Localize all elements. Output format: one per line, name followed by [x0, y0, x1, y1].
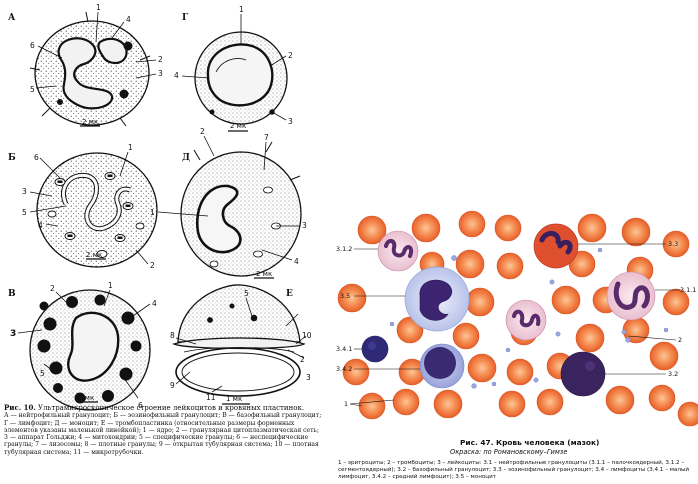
- leader-lines-left: [17, 11, 307, 399]
- left-figure-caption: Рис. 10. Ультрамикроскопическое строение…: [4, 404, 322, 456]
- neutrophil-band: [606, 271, 656, 321]
- caption-left-title-bold: Рис. 10.: [4, 403, 36, 412]
- caption-right-title: Рис. 47. Кровь человека (мазок): [460, 438, 600, 447]
- caption-left-title: Ультрамикроскопическое строение лейкоцит…: [35, 404, 305, 412]
- lymphocyte-small: [361, 335, 389, 363]
- label-3-4-2: 3.4.2: [336, 365, 352, 373]
- panel-label-v: В: [8, 289, 16, 299]
- label-b-5: 5: [22, 208, 27, 217]
- cell-e-platelet: [172, 284, 306, 397]
- caption-left-body: А — нейтрофильный гранулоцит; Б — эозино…: [4, 412, 322, 456]
- basophil: [560, 351, 606, 397]
- label-g-3: 3: [288, 117, 293, 126]
- panel-label-a: А: [8, 13, 16, 23]
- label-3-3: 3.3: [668, 240, 678, 248]
- right-figure-labels: 3.1.2 3.3 3.5 3.1.1 2 3.4.1 3.4.2 3.2 1: [336, 240, 696, 408]
- label-e-11: 11: [206, 393, 216, 402]
- label-v-5: 5: [40, 369, 45, 378]
- label-g-2: 2: [288, 51, 293, 60]
- scale-label-g: 2 мк: [230, 122, 246, 130]
- eosinophil: [533, 223, 579, 269]
- scale-label-v: 2 мк: [78, 394, 94, 402]
- left-figure-labels: А Б В Г Д Е 2 мк 2 мк 2 мк 2 мк 2 мк 1 м…: [8, 3, 312, 410]
- label-a-1: 1: [96, 3, 101, 12]
- panel-label-g: Г: [182, 13, 189, 23]
- cell-b-eosinophil: [36, 152, 158, 268]
- panel-label-e: Е: [286, 289, 293, 299]
- cell-d-monocyte: [180, 141, 302, 277]
- lymphocyte-medium: [419, 343, 465, 389]
- caption-right-body: 1 – эритроциты; 2 – тромбоциты; 3 – лейк…: [338, 460, 690, 481]
- left-figure-drawings: [17, 11, 307, 411]
- label-e-10: 10: [302, 331, 312, 340]
- label-3-4-1: 3.4.1: [336, 345, 352, 353]
- scale-label-a: 2 мк: [82, 118, 98, 126]
- neutrophil-center: [505, 299, 547, 341]
- label-d-4: 4: [294, 257, 299, 266]
- scale-label-b: 2 мк: [86, 251, 102, 259]
- caption-right-subtitle: Окраска: по Романовскому–Гимзе: [450, 448, 568, 456]
- label-e-2: 2: [300, 355, 305, 364]
- blood-smear: 3.1.2 3.3 3.5 3.1.1 2 3.4.1 3.4.2 3.2 1: [336, 210, 698, 427]
- thrombocytes: [389, 247, 669, 389]
- label-3-1-1: 3.1.1: [680, 286, 696, 294]
- label-e-5: 5: [244, 289, 249, 298]
- label-a-5: 5: [30, 85, 35, 94]
- label-a-6: 6: [30, 41, 35, 50]
- label-b-3: 3: [22, 187, 27, 196]
- label-b-6: 6: [34, 153, 39, 162]
- panel-label-b: Б: [8, 153, 16, 163]
- label-a-3: 3: [158, 69, 163, 78]
- label-a-2: 2: [158, 55, 163, 64]
- label-g-1: 1: [239, 5, 244, 14]
- label-b-2: 2: [150, 261, 155, 270]
- neutrophil-segmented: [377, 230, 419, 272]
- cell-v-basophil: [29, 289, 151, 411]
- scale-label-d: 2 мк: [256, 270, 272, 278]
- scale-bars: [78, 125, 274, 405]
- label-b-1: 1: [128, 143, 133, 152]
- label-v-2: 2: [50, 284, 55, 293]
- label-d-7: 7: [264, 133, 269, 142]
- label-d-3: 3: [302, 221, 307, 230]
- scale-label-e: 1 мк: [226, 395, 242, 403]
- label-v-3: 3: [10, 329, 16, 339]
- label-a-4: 4: [126, 15, 131, 24]
- label-3-5: 3.5: [340, 292, 350, 300]
- label-e-3: 3: [306, 373, 311, 382]
- label-2: 2: [678, 336, 682, 344]
- label-b-4: 4: [38, 221, 43, 230]
- label-1: 1: [344, 400, 348, 408]
- label-v-6: 6: [138, 401, 143, 410]
- label-e-9: 9: [170, 381, 175, 390]
- panel-label-d: Д: [182, 153, 190, 163]
- label-d-2: 2: [200, 127, 205, 136]
- monocyte: [404, 266, 470, 332]
- label-3-1-2: 3.1.2: [336, 245, 352, 253]
- label-d-1: 1: [150, 208, 155, 217]
- label-g-4: 4: [174, 71, 179, 80]
- right-figure-caption: Рис. 47. Кровь человека (мазок) Окраска:…: [338, 438, 696, 482]
- cell-a-neutrophil: [29, 11, 151, 127]
- label-3-2: 3.2: [668, 370, 678, 378]
- label-v-4: 4: [152, 299, 157, 308]
- label-v-1: 1: [108, 281, 113, 290]
- label-e-8: 8: [170, 331, 175, 340]
- cell-g-lymphocyte: [194, 31, 288, 125]
- leader-lines-right: [349, 243, 680, 407]
